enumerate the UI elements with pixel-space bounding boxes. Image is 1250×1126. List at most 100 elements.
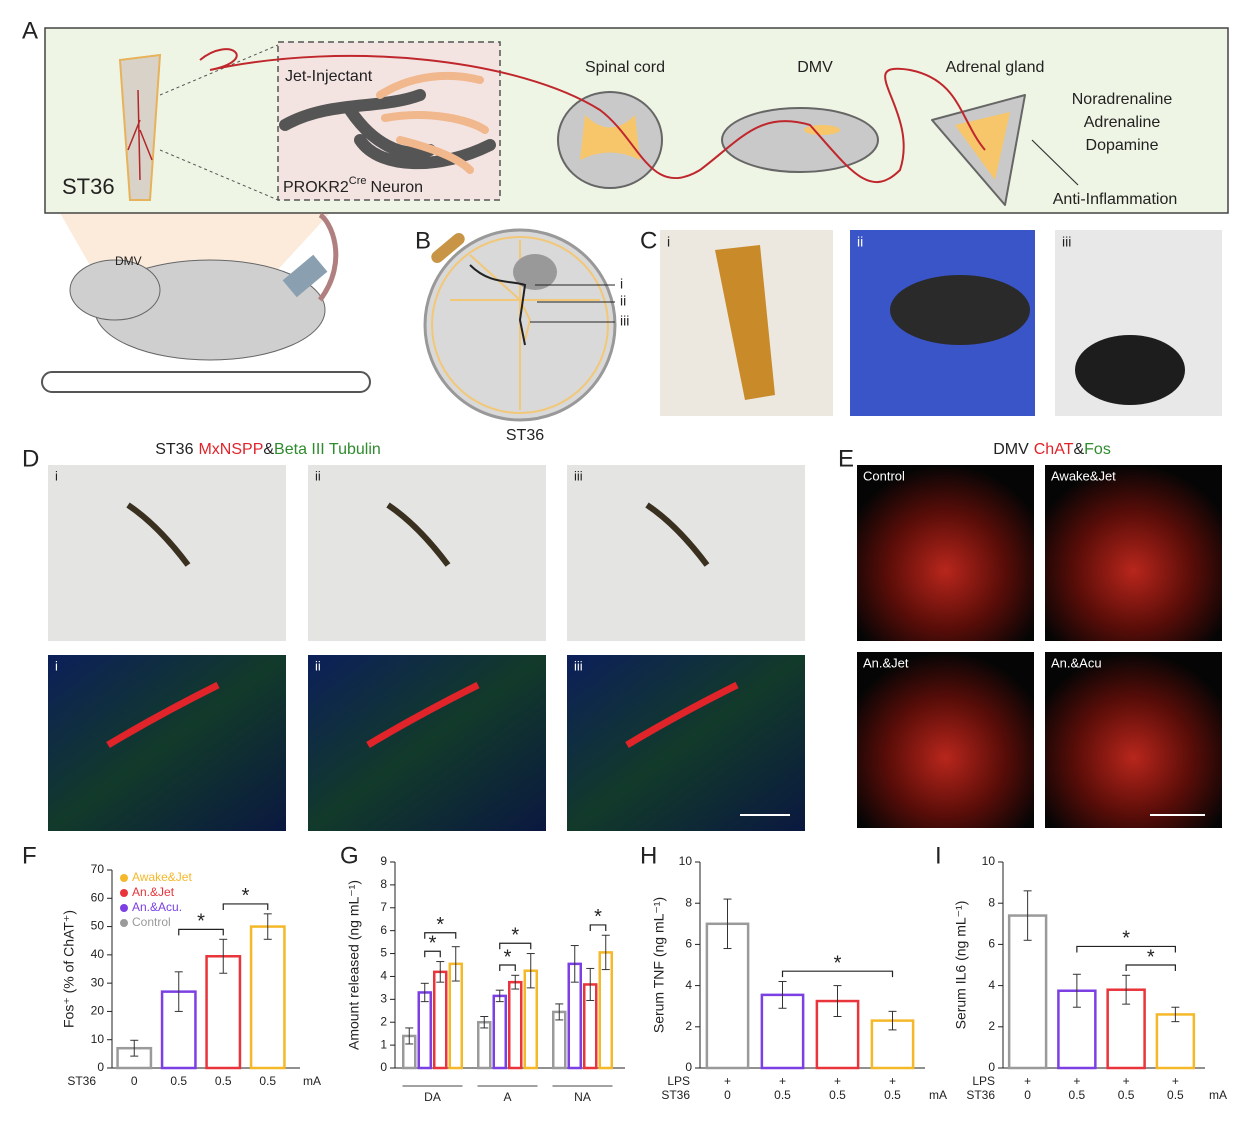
panel-label: A — [22, 17, 38, 44]
bar — [249, 925, 286, 1070]
significance-star: * — [594, 906, 602, 928]
image-label: ii — [315, 468, 321, 483]
title-part: DMV — [993, 441, 1029, 458]
x-tick-label: + — [1123, 1074, 1130, 1088]
micrograph — [308, 465, 546, 641]
x-tick-label: 0.5 — [1069, 1088, 1086, 1102]
y-tick-label: 7 — [380, 900, 387, 914]
grey-matter — [580, 115, 640, 160]
confocal-image — [857, 652, 1034, 828]
y-tick-label: 10 — [982, 854, 996, 868]
y-tick-label: 0 — [380, 1060, 387, 1074]
legend-label: An.&Acu. — [132, 900, 182, 914]
x-tick-label: + — [834, 1074, 841, 1088]
x-tick-label: 0.5 — [829, 1088, 846, 1102]
micrograph — [308, 655, 546, 831]
image-label: Awake&Jet — [1051, 468, 1116, 483]
error-bar — [405, 1027, 414, 1045]
y-axis-title: Serum IL6 (ng mL⁻¹) — [953, 901, 969, 1030]
error-bar — [436, 961, 445, 983]
brainstem — [721, 107, 879, 173]
error-bar — [723, 898, 732, 950]
error-bar — [1171, 1006, 1180, 1023]
x-row-label: ST36 — [966, 1088, 995, 1102]
output-label: Dopamine — [1086, 137, 1159, 154]
legend-marker — [120, 904, 128, 912]
y-tick-label: 2 — [380, 1014, 387, 1028]
image-label: i — [55, 658, 58, 673]
error-bar — [1122, 974, 1131, 1005]
y-tick-label: 9 — [380, 854, 387, 868]
caption: ST36 — [506, 427, 544, 444]
site-label: iii — [620, 313, 629, 329]
x-tick-label: + — [1024, 1074, 1031, 1088]
panel-label: F — [22, 842, 37, 869]
x-tick-label: DA — [424, 1090, 441, 1104]
stain — [625, 681, 739, 749]
y-tick-label: 2 — [685, 1019, 692, 1033]
title-part: Fos — [1084, 441, 1111, 458]
error-bar — [888, 1010, 897, 1031]
significance-star: * — [436, 914, 444, 936]
bar — [1007, 914, 1048, 1070]
y-tick-label: 0 — [988, 1060, 995, 1074]
neural-pathway — [199, 48, 986, 183]
significance-bracket — [499, 964, 516, 971]
y-tick-label: 6 — [685, 937, 692, 951]
bar — [492, 994, 507, 1070]
micrograph — [48, 465, 286, 641]
panel-title: ST36 MxNSPP&Beta III Tubulin — [155, 441, 381, 458]
treadmill — [41, 371, 371, 393]
mouse-dmv-label: DMV — [115, 254, 142, 268]
y-tick-label: 6 — [380, 923, 387, 937]
error-bar — [219, 938, 228, 974]
x-tick-label: + — [889, 1074, 896, 1088]
y-tick-label: 10 — [679, 854, 693, 868]
error-bar — [1023, 890, 1032, 941]
image-label: Control — [863, 468, 905, 483]
error-bar — [420, 982, 429, 1003]
error-bar — [833, 985, 842, 1017]
mouse-photo — [1075, 335, 1185, 405]
bar — [205, 955, 242, 1070]
bar — [417, 991, 432, 1070]
mouse-head — [69, 259, 161, 321]
muscle-photo — [715, 245, 775, 400]
x-tick-label: 0.5 — [774, 1088, 791, 1102]
bar — [477, 1020, 492, 1070]
confocal-image — [1045, 652, 1222, 828]
neuron-word: Neuron — [371, 179, 423, 196]
arrow — [1031, 139, 1079, 186]
fibers — [376, 71, 489, 174]
bar — [1155, 1013, 1196, 1070]
y-tick-label: 6 — [988, 937, 995, 951]
error-bar — [570, 945, 579, 983]
region-label: Spinal cord — [585, 59, 665, 76]
y-tick-label: 60 — [91, 890, 105, 904]
nerve — [469, 264, 527, 346]
x-tick-label: 0 — [724, 1088, 731, 1102]
bar — [508, 980, 523, 1070]
legend-label: An.&Jet — [132, 885, 175, 899]
neuron-sup: Cre — [349, 175, 367, 187]
significance-bracket — [1076, 945, 1176, 953]
title-part: MxNSPP — [198, 441, 263, 458]
significance-bracket — [424, 950, 441, 958]
y-tick-label: 4 — [685, 978, 692, 992]
significance-bracket — [781, 970, 894, 978]
significance-bracket — [178, 928, 224, 936]
stain — [386, 502, 451, 567]
site-label: i — [620, 276, 623, 292]
photo-label: ii — [857, 234, 863, 250]
photo-label: iii — [1062, 234, 1071, 250]
mouse-tail — [317, 212, 339, 302]
title-part: ChAT — [1034, 441, 1074, 458]
error-bar — [480, 1016, 489, 1029]
stain — [645, 502, 710, 567]
y-tick-label: 2 — [988, 1019, 995, 1033]
x-tick-label: + — [1172, 1074, 1179, 1088]
x-tick-label: 0.5 — [215, 1074, 232, 1088]
stain — [126, 502, 191, 567]
panel-title: DMV ChAT&Fos — [993, 441, 1111, 458]
